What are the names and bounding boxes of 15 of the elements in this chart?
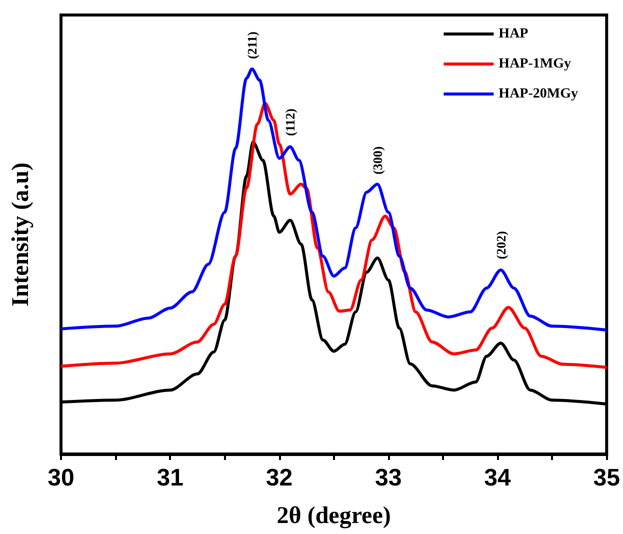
legend-label: HAP	[498, 26, 529, 42]
x-tick-label: 35	[593, 464, 620, 492]
x-tick-label: 30	[48, 464, 74, 492]
annotation: (202)	[493, 231, 508, 260]
legend-label: HAP-1MGy	[498, 56, 572, 72]
x-tick-label: 32	[266, 464, 293, 492]
legend-label: HAP-20MGy	[498, 86, 578, 102]
annotation: (112)	[282, 108, 298, 136]
x-tick-label: 33	[375, 464, 402, 492]
y-axis-title: Intensity (a.u)	[8, 162, 34, 307]
x-tick-label: 34	[484, 464, 512, 492]
x-axis-title: 2θ (degree)	[276, 503, 391, 529]
annotation: (300)	[370, 146, 385, 174]
x-tick-label: 31	[156, 464, 184, 492]
annotation: (211)	[244, 32, 260, 59]
